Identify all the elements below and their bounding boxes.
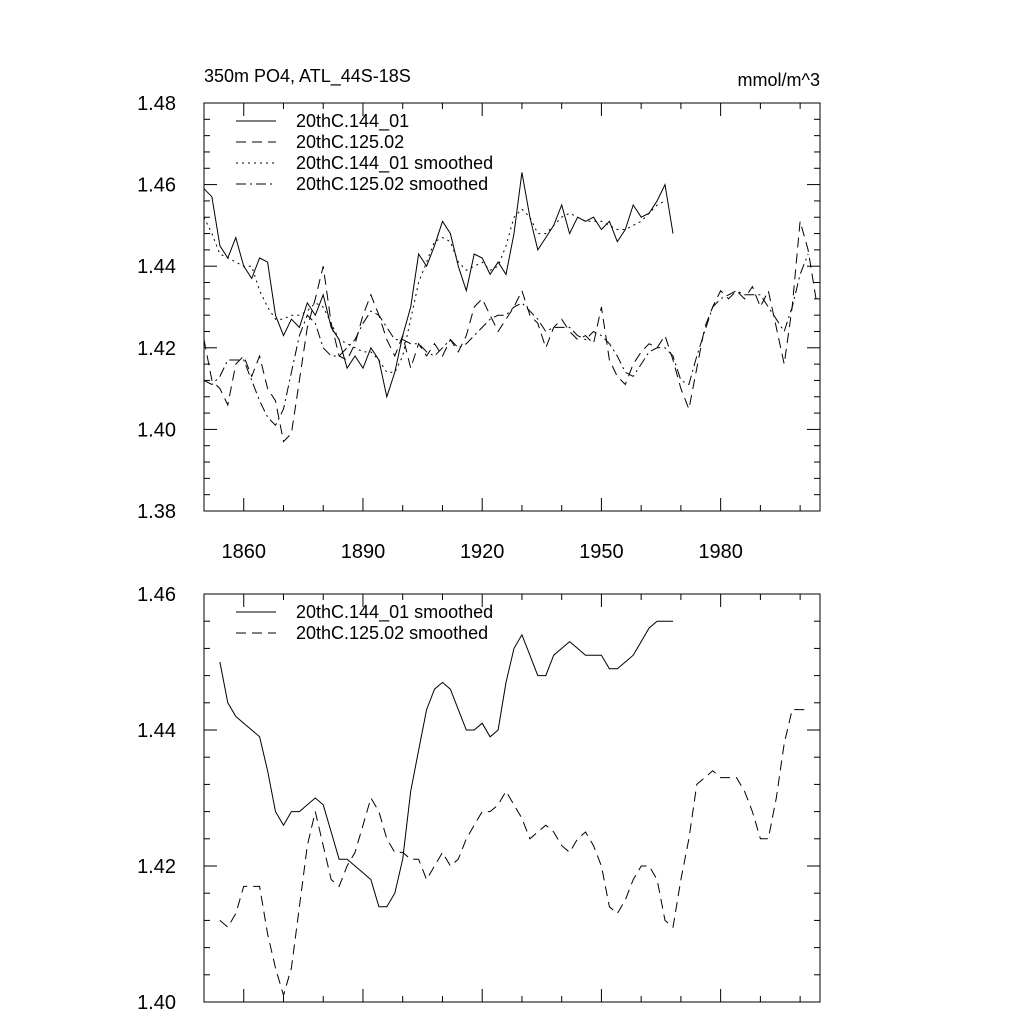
top-panel-units: mmol/m^3 (738, 70, 820, 90)
top-panel: 350m PO4, ATL_44S-18S mmol/m^3 1860 1890 1… (137, 66, 821, 563)
bottom-panel-frame (203, 593, 821, 1003)
x-tick-label: 1950 (579, 541, 624, 563)
y-tick-label: 1.42 (137, 856, 176, 878)
legend-label: 20thC.125.02 smoothed (296, 623, 488, 643)
series-line-20thc-144-01 (203, 172, 674, 399)
top-panel-marks: 1860 1890 1920 1950 1980 1.38 1.40 1.42 1.44 1.46… (137, 93, 820, 563)
y-tick-label: 1.46 (137, 584, 176, 606)
y-tick-label: 1.40 (137, 992, 176, 1014)
series-line-20thc-144-01-smoothed (219, 620, 673, 908)
x-tick-label: 1860 (221, 541, 266, 563)
legend-label: 20thC.144_01 smoothed (296, 602, 493, 623)
top-panel-title: 350m PO4, ATL_44S-18S (204, 66, 411, 87)
y-tick-label: 1.42 (137, 338, 176, 360)
series-line-20thc-125-02 (203, 221, 817, 443)
y-tick-label: 1.38 (137, 501, 176, 523)
y-tick-label: 1.44 (137, 720, 176, 742)
legend-label: 20thC.125.02 smoothed (296, 174, 488, 194)
top-panel-frame (203, 102, 821, 512)
bottom-panel-marks: 1.40 1.42 1.44 1.46 20thC.144_01 smoothed20t… (137, 584, 820, 1014)
legend-label: 20thC.125.02 (296, 132, 404, 152)
legend-label: 20thC.144_01 smoothed (296, 153, 493, 174)
series-line-20thc-144-01-smoothed (203, 200, 666, 373)
y-tick-label: 1.40 (137, 419, 176, 441)
bottom-panel: 1.40 1.42 1.44 1.46 20thC.144_01 smoothed20t… (137, 584, 821, 1014)
x-tick-label: 1890 (341, 541, 386, 563)
series-line-20thc-125-02-smoothed (219, 709, 809, 997)
y-tick-label: 1.48 (137, 93, 176, 115)
x-tick-label: 1980 (698, 541, 743, 563)
legend-label: 20thC.144_01 (296, 111, 409, 132)
y-tick-label: 1.44 (137, 256, 176, 278)
x-tick-label: 1920 (460, 541, 505, 563)
series-line-20thc-125-02-smoothed (203, 253, 809, 427)
y-tick-label: 1.46 (137, 175, 176, 197)
